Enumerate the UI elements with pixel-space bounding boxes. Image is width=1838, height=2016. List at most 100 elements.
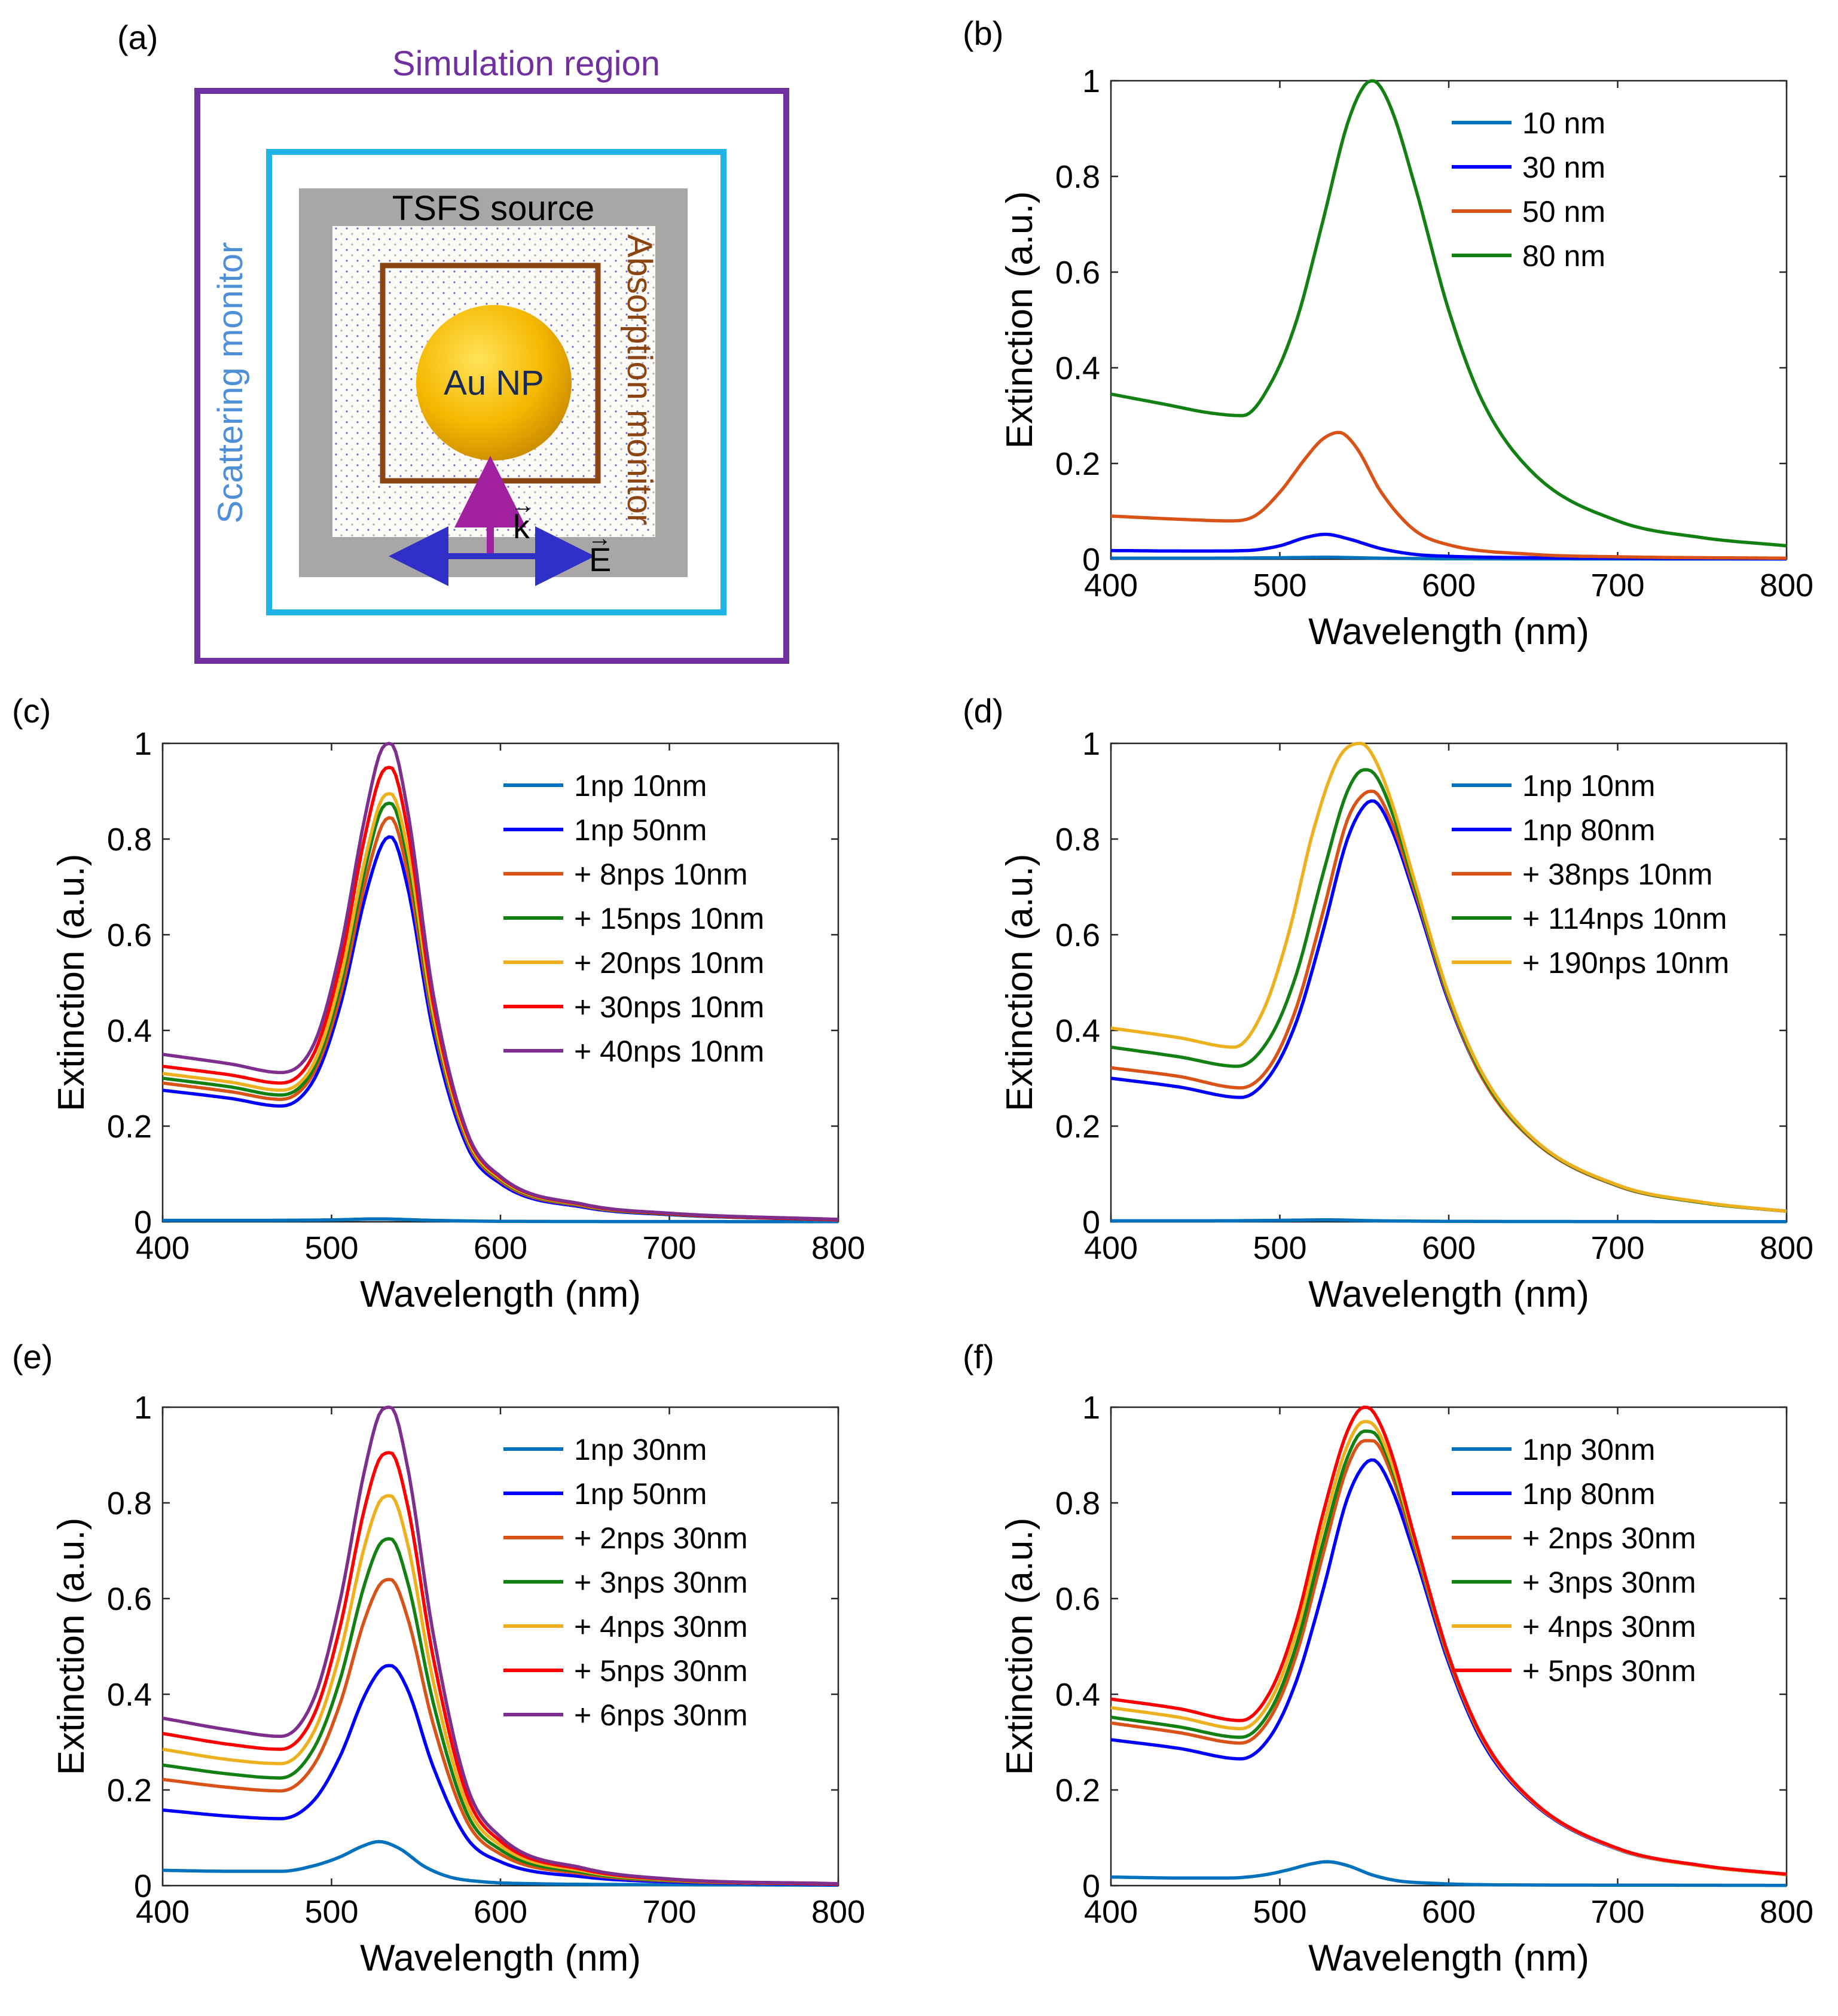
legend-label: 1np 50nm: [574, 1477, 707, 1511]
legend-label: 1np 80nm: [1522, 1477, 1655, 1511]
legend-label: + 3nps 30nm: [1522, 1566, 1696, 1599]
x-tick-label: 400: [1084, 568, 1138, 603]
k-vector-arrowhead-icon: →: [511, 492, 535, 519]
chart-e: (e) 400 500 600 700 800 0 0.2 0.4 0.6 0.8 1 Waveleng…: [12, 1338, 865, 1979]
y-axis-title: Extinction (a.u.): [999, 191, 1040, 449]
chart-panels: (b) 400 500 600 700 800 0 0.2 0.4 0.6 0.8 1 Waveleng…: [12, 14, 1813, 1979]
x-tick-label: 600: [474, 1230, 527, 1266]
y-axis-title: Extinction (a.u.): [999, 854, 1040, 1112]
y-axis-title: Extinction (a.u.): [999, 1518, 1040, 1776]
y-tick-label: 0: [1082, 542, 1100, 578]
legend-label: + 38nps 10nm: [1522, 858, 1712, 891]
x-tick-label: 800: [811, 1894, 865, 1930]
series-line-3: [1110, 431, 1787, 560]
legend-label: + 4nps 30nm: [1522, 1610, 1696, 1643]
legend-label: + 20nps 10nm: [574, 946, 764, 980]
legend-label: + 6nps 30nm: [574, 1698, 747, 1732]
series-line-4: [1110, 79, 1787, 548]
legend-label: + 5nps 30nm: [1522, 1654, 1696, 1688]
y-tick-label: 0.8: [1055, 159, 1100, 195]
y-tick-label: 0.6: [107, 917, 152, 953]
x-tick-label: 600: [474, 1894, 527, 1930]
y-tick-label: 0.2: [1055, 1773, 1100, 1808]
scattering-monitor-label: Scattering monitor: [211, 242, 250, 524]
series-line-6: [1110, 1405, 1787, 1876]
x-tick-label: 700: [642, 1894, 696, 1930]
x-tick-label: 400: [136, 1894, 190, 1930]
x-tick-label: 500: [1253, 568, 1306, 603]
series-line-1: [163, 1217, 838, 1224]
y-tick-label: 0.8: [107, 822, 152, 858]
panel-label-b: (b): [963, 14, 1003, 52]
legend-label: + 5nps 30nm: [574, 1654, 747, 1688]
y-tick-label: 1: [134, 1390, 152, 1426]
legend-label: + 2nps 30nm: [574, 1521, 747, 1555]
x-axis-title: Wavelength (nm): [1308, 611, 1589, 652]
legend-label: 50 nm: [1522, 195, 1605, 228]
x-tick-label: 800: [811, 1230, 865, 1266]
au-nanoparticle: [416, 305, 572, 460]
legend-label: + 8nps 10nm: [574, 858, 747, 891]
y-tick-label: 1: [1082, 63, 1100, 99]
chart-d: (d) 400 500 600 700 800 0 0.2 0.4 0.6 0.8 1 Waveleng…: [963, 692, 1813, 1315]
panel-label-a: (a): [117, 19, 158, 56]
legend-label: 80 nm: [1522, 239, 1605, 273]
y-tick-label: 0.8: [1055, 1486, 1100, 1521]
legend-label: 1np 30nm: [1522, 1433, 1655, 1466]
x-tick-label: 700: [1590, 1230, 1644, 1266]
x-tick-label: 500: [304, 1230, 358, 1266]
x-tick-label: 800: [1760, 1894, 1813, 1930]
x-tick-label: 400: [136, 1230, 190, 1266]
scattering-monitor-box: [266, 149, 726, 615]
y-tick-label: 0.4: [1055, 1013, 1100, 1049]
y-tick-label: 0: [134, 1868, 152, 1904]
legend-label: 1np 30nm: [574, 1433, 707, 1466]
chart-f: (f) 400 500 600 700 800 0 0.2 0.4 0.6 0.8 1 Waveleng…: [963, 1338, 1813, 1979]
y-tick-label: 0.4: [1055, 350, 1100, 386]
series-line-5: [1110, 742, 1787, 1213]
x-axis-title: Wavelength (nm): [1308, 1274, 1589, 1315]
y-tick-label: 0: [1082, 1868, 1100, 1904]
legend-label: + 190nps 10nm: [1522, 946, 1729, 980]
y-axis-title: Extinction (a.u.): [51, 854, 92, 1112]
legend-label: 1np 80nm: [1522, 813, 1655, 847]
e-field-arrowhead-icon: →: [588, 525, 612, 551]
y-tick-label: 0.6: [107, 1581, 152, 1617]
series-line-1: [1111, 1218, 1787, 1224]
x-tick-label: 500: [304, 1894, 358, 1930]
y-tick-label: 0: [1082, 1204, 1100, 1240]
simulation-region-label: Simulation region: [392, 44, 660, 83]
y-tick-label: 0.4: [107, 1013, 152, 1049]
y-tick-label: 1: [134, 726, 152, 762]
legend-label: 1np 10nm: [574, 769, 707, 803]
x-tick-label: 800: [1760, 1230, 1813, 1266]
y-tick-label: 0.4: [1055, 1677, 1100, 1713]
y-tick-label: 0.2: [1055, 1109, 1100, 1145]
y-axis-title: Extinction (a.u.): [51, 1518, 92, 1776]
x-tick-label: 700: [642, 1230, 696, 1266]
chart-c: (c) 400 500 600 700 800 0 0.2 0.4 0.6 0.8 1 Waveleng…: [12, 692, 865, 1315]
panel-label-f: (f): [963, 1338, 994, 1375]
simulation-region-box: [194, 88, 789, 664]
y-tick-label: 0.4: [107, 1677, 152, 1713]
x-tick-label: 500: [1253, 1230, 1306, 1266]
x-tick-label: 400: [1084, 1230, 1138, 1266]
y-tick-label: 1: [1082, 726, 1100, 762]
legend-label: + 40nps 10nm: [574, 1035, 764, 1068]
x-tick-label: 700: [1590, 1894, 1644, 1930]
panel-label-d: (d): [963, 692, 1003, 730]
x-axis-title: Wavelength (nm): [1308, 1938, 1589, 1979]
x-tick-label: 700: [1590, 568, 1644, 603]
panel-a-schematic: (a) Simulation region Scattering monitor: [117, 19, 789, 664]
legend-label: + 30nps 10nm: [574, 990, 764, 1024]
legend-label: 30 nm: [1522, 151, 1605, 184]
x-tick-label: 600: [1422, 1894, 1476, 1930]
y-tick-label: 0.6: [1055, 1581, 1100, 1617]
panel-label-e: (e): [12, 1338, 53, 1375]
y-tick-label: 0.2: [107, 1773, 152, 1808]
y-tick-label: 0.8: [107, 1486, 152, 1521]
y-tick-label: 0.6: [1055, 255, 1100, 291]
legend-label: + 15nps 10nm: [574, 902, 764, 935]
y-tick-label: 0.6: [1055, 917, 1100, 953]
